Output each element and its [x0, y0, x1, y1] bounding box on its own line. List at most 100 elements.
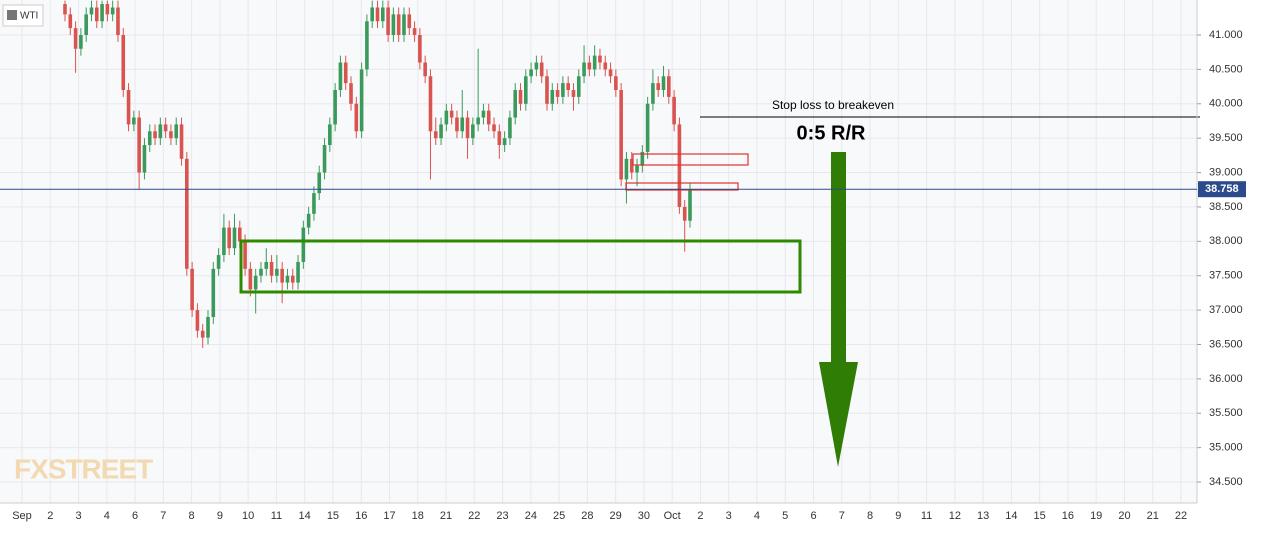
candle-body — [380, 7, 385, 22]
candle-body — [264, 261, 269, 269]
candle-body — [518, 90, 523, 104]
support-zone — [239, 239, 802, 294]
candle-body — [513, 90, 518, 118]
y-tick-label: 35.500 — [1209, 407, 1243, 419]
candle-body — [359, 69, 364, 132]
current-price-label: 38.758 — [1205, 183, 1239, 195]
candle-body — [555, 90, 560, 97]
watermark: FXSTREET — [14, 453, 153, 484]
candle-body — [592, 55, 597, 70]
candle-body — [126, 90, 131, 125]
candle-body — [89, 7, 94, 15]
candle-body — [455, 117, 459, 132]
candle-body — [656, 83, 661, 91]
candle-body — [561, 83, 565, 97]
candle-body — [534, 62, 539, 70]
candle-body — [259, 268, 263, 276]
x-tick-label: 19 — [1090, 510, 1102, 522]
x-tick-label: 2 — [697, 510, 703, 522]
candle-body — [222, 227, 226, 256]
x-tick-label: 22 — [468, 510, 480, 522]
candle-body — [550, 90, 555, 104]
candle-body — [169, 131, 173, 139]
x-tick-label: 7 — [839, 510, 845, 522]
candle-body — [84, 14, 88, 36]
candle-body — [587, 62, 592, 70]
candle-body — [179, 124, 184, 159]
y-tick-label: 41.000 — [1209, 29, 1243, 41]
candle-body — [312, 193, 316, 214]
x-tick-label: 30 — [638, 510, 650, 522]
candle-body — [529, 69, 533, 77]
candle-body — [269, 261, 274, 276]
x-tick-label: 28 — [581, 510, 593, 522]
candle-body — [651, 83, 655, 104]
candle-body — [407, 14, 412, 29]
candle-body — [63, 4, 67, 15]
candle-body — [232, 227, 237, 249]
candle-body — [301, 227, 306, 262]
candle-body — [248, 268, 253, 290]
candle-body — [211, 268, 216, 317]
candle-body — [142, 145, 147, 173]
candle-body — [465, 117, 470, 139]
target-arrow — [819, 152, 858, 467]
candle-body — [391, 14, 396, 36]
resistance-box — [632, 153, 749, 166]
candle-body — [667, 76, 671, 97]
candle-body — [185, 158, 189, 269]
candle-body — [163, 124, 168, 132]
candle-body — [158, 124, 163, 139]
x-tick-label: 23 — [496, 510, 508, 522]
candle-body — [275, 268, 279, 276]
candle-body — [153, 131, 157, 139]
y-tick-label: 38.500 — [1209, 201, 1243, 213]
candle-body — [190, 268, 194, 311]
candle-body — [412, 28, 417, 36]
candle-body — [354, 103, 359, 132]
candle-body — [449, 110, 454, 118]
x-tick-label: 3 — [75, 510, 81, 522]
y-tick-label: 36.500 — [1209, 338, 1243, 350]
candle-body — [280, 268, 284, 283]
candle-body — [73, 28, 78, 49]
candle-body — [444, 110, 449, 125]
candle-body — [433, 131, 438, 139]
candle-body — [216, 255, 221, 269]
candle-body — [375, 7, 380, 22]
annotation: Stop loss to breakeven — [772, 98, 894, 112]
candle-body — [322, 145, 327, 173]
x-tick-label: 22 — [1175, 510, 1187, 522]
candle-body — [296, 261, 300, 283]
candle-body — [481, 110, 486, 118]
resistance-box — [625, 182, 739, 191]
x-tick-label: 17 — [383, 510, 395, 522]
x-tick-label: 29 — [610, 510, 622, 522]
candle-body — [253, 275, 258, 290]
candle-body — [121, 35, 126, 91]
candle-body — [471, 124, 475, 139]
y-tick-label: 37.000 — [1209, 304, 1243, 316]
candle-body — [227, 227, 231, 249]
x-tick-label: 13 — [977, 510, 989, 522]
candle-body — [614, 76, 618, 91]
x-tick-label: 4 — [104, 510, 110, 522]
candle-body — [598, 55, 602, 63]
x-tick-label: 14 — [299, 510, 311, 522]
x-tick-label: 5 — [782, 510, 788, 522]
candle-body — [486, 110, 491, 125]
x-tick-label: 8 — [189, 510, 195, 522]
y-tick-label: 40.500 — [1209, 63, 1243, 75]
candle-body — [508, 117, 512, 139]
candle-body — [206, 316, 210, 338]
candle-body — [110, 7, 115, 15]
x-tick-label: 12 — [949, 510, 961, 522]
plot-area — [0, 0, 1197, 503]
x-tick-label: 14 — [1005, 510, 1017, 522]
x-tick-label: 24 — [525, 510, 537, 522]
candle-body — [497, 131, 502, 146]
candle-body — [418, 35, 422, 63]
candle-body — [582, 62, 586, 77]
candle-body — [132, 117, 136, 125]
